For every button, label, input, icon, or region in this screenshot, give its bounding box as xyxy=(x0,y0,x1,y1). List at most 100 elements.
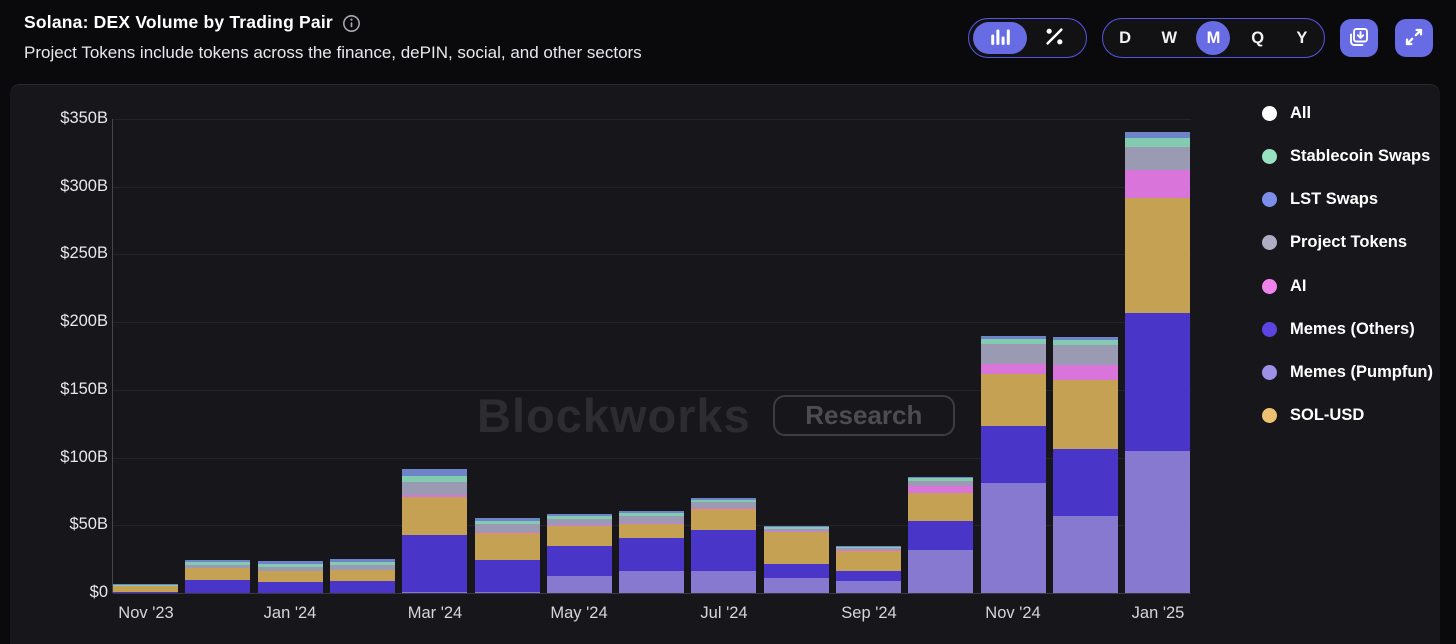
legend-item-lst-swaps[interactable]: LST Swaps xyxy=(1262,178,1433,221)
bar-segment[interactable] xyxy=(402,475,467,482)
expand-button[interactable] xyxy=(1395,19,1433,57)
legend-item-project-tokens[interactable]: Project Tokens xyxy=(1262,221,1433,264)
period-option-q[interactable]: Q xyxy=(1241,21,1275,55)
bar-segment[interactable] xyxy=(981,335,1046,340)
bar-segment[interactable] xyxy=(475,523,540,533)
bar-segment[interactable] xyxy=(619,523,684,539)
legend-item-ai[interactable]: AI xyxy=(1262,265,1433,308)
bar-segment[interactable] xyxy=(691,508,756,530)
bar-segment[interactable] xyxy=(1125,312,1190,451)
bar-segment[interactable] xyxy=(475,532,540,560)
bar-segment[interactable] xyxy=(764,531,829,533)
bar-segment[interactable] xyxy=(764,529,829,532)
bar-segment[interactable] xyxy=(547,515,612,519)
bar-segment[interactable] xyxy=(764,563,829,579)
bar-segment[interactable] xyxy=(981,426,1046,484)
period-option-w[interactable]: W xyxy=(1152,21,1186,55)
bar-segment[interactable] xyxy=(402,495,467,497)
bar-segment[interactable] xyxy=(836,550,901,551)
bar-segment[interactable] xyxy=(1053,336,1118,341)
bar-segment[interactable] xyxy=(691,497,756,500)
bar-segment[interactable] xyxy=(258,563,323,567)
bar-segment[interactable] xyxy=(836,580,901,593)
bar-segment[interactable] xyxy=(330,565,395,570)
bar-segment[interactable] xyxy=(547,546,612,577)
period-option-m[interactable]: M xyxy=(1196,21,1231,55)
bar-segment[interactable] xyxy=(475,517,540,521)
legend-item-all[interactable]: All xyxy=(1262,92,1433,135)
bar-segment[interactable] xyxy=(981,343,1046,365)
bar-segment[interactable] xyxy=(1125,197,1190,313)
bar-segment[interactable] xyxy=(330,580,395,593)
bar-segment[interactable] xyxy=(402,496,467,535)
bar-segment[interactable] xyxy=(1125,131,1190,138)
bar-segment[interactable] xyxy=(1125,450,1190,593)
bar-segment[interactable] xyxy=(547,525,612,547)
bar-segment[interactable] xyxy=(1125,137,1190,147)
bar-segment[interactable] xyxy=(764,527,829,530)
bar-segment[interactable] xyxy=(402,469,467,476)
bar-segment[interactable] xyxy=(619,523,684,524)
bar-segment[interactable] xyxy=(1053,449,1118,516)
bar-segment[interactable] xyxy=(619,570,684,593)
bar-segment[interactable] xyxy=(258,582,323,593)
bar-segment[interactable] xyxy=(113,591,178,593)
bar-segment[interactable] xyxy=(330,561,395,566)
bar-segment[interactable] xyxy=(258,570,323,583)
bar-segment[interactable] xyxy=(908,476,973,478)
bar-segment[interactable] xyxy=(836,546,901,547)
bar-segment[interactable] xyxy=(547,513,612,516)
bar-segment[interactable] xyxy=(330,569,395,581)
bar-segment[interactable] xyxy=(475,532,540,533)
bar-segment[interactable] xyxy=(908,549,973,593)
period-option-y[interactable]: Y xyxy=(1285,21,1319,55)
bar-segment[interactable] xyxy=(908,521,973,550)
bar-segment[interactable] xyxy=(258,561,323,564)
bar-segment[interactable] xyxy=(981,483,1046,593)
bar-segment[interactable] xyxy=(1053,340,1118,346)
bar-segment[interactable] xyxy=(475,591,540,593)
bar-segment[interactable] xyxy=(475,520,540,524)
bar-segment[interactable] xyxy=(836,570,901,581)
bar-segment[interactable] xyxy=(619,516,684,524)
bar-segment[interactable] xyxy=(981,364,1046,374)
bar-segment[interactable] xyxy=(547,576,612,593)
bar-segment[interactable] xyxy=(1125,169,1190,198)
bar-segment[interactable] xyxy=(981,373,1046,427)
bar-segment[interactable] xyxy=(691,570,756,593)
legend-item-sol-usd[interactable]: SOL-USD xyxy=(1262,394,1433,437)
legend-item-memes-pumpfun[interactable]: Memes (Pumpfun) xyxy=(1262,351,1433,394)
bar-segment[interactable] xyxy=(258,566,323,571)
bar-segment[interactable] xyxy=(402,592,467,593)
bar-segment[interactable] xyxy=(113,584,178,586)
bar-segment[interactable] xyxy=(691,502,756,508)
bar-segment[interactable] xyxy=(1053,345,1118,365)
bar-segment[interactable] xyxy=(691,507,756,509)
bar-segment[interactable] xyxy=(764,532,829,564)
info-icon[interactable] xyxy=(342,14,361,33)
bar-segment[interactable] xyxy=(836,551,901,571)
export-button[interactable] xyxy=(1340,19,1378,57)
legend-item-memes-others[interactable]: Memes (Others) xyxy=(1262,308,1433,351)
bar-segment[interactable] xyxy=(113,586,178,592)
bar-segment[interactable] xyxy=(475,559,540,592)
bar-segment[interactable] xyxy=(330,559,395,562)
bar-segment[interactable] xyxy=(547,524,612,526)
legend-item-stablecoin-swaps[interactable]: Stablecoin Swaps xyxy=(1262,135,1433,178)
bar-segment[interactable] xyxy=(836,546,901,549)
bar-segment[interactable] xyxy=(402,481,467,496)
percent-view-button[interactable] xyxy=(1029,22,1079,54)
bar-segment[interactable] xyxy=(1125,146,1190,170)
period-option-d[interactable]: D xyxy=(1108,21,1142,55)
bar-segment[interactable] xyxy=(981,339,1046,344)
bar-segment[interactable] xyxy=(764,578,829,593)
bar-segment[interactable] xyxy=(1053,364,1118,380)
bar-view-button[interactable] xyxy=(973,22,1027,54)
bar-segment[interactable] xyxy=(908,486,973,493)
bar-segment[interactable] xyxy=(185,564,250,569)
bar-segment[interactable] xyxy=(185,568,250,580)
bar-segment[interactable] xyxy=(691,530,756,571)
bar-segment[interactable] xyxy=(691,499,756,503)
bar-segment[interactable] xyxy=(402,534,467,593)
bar-segment[interactable] xyxy=(908,477,973,482)
